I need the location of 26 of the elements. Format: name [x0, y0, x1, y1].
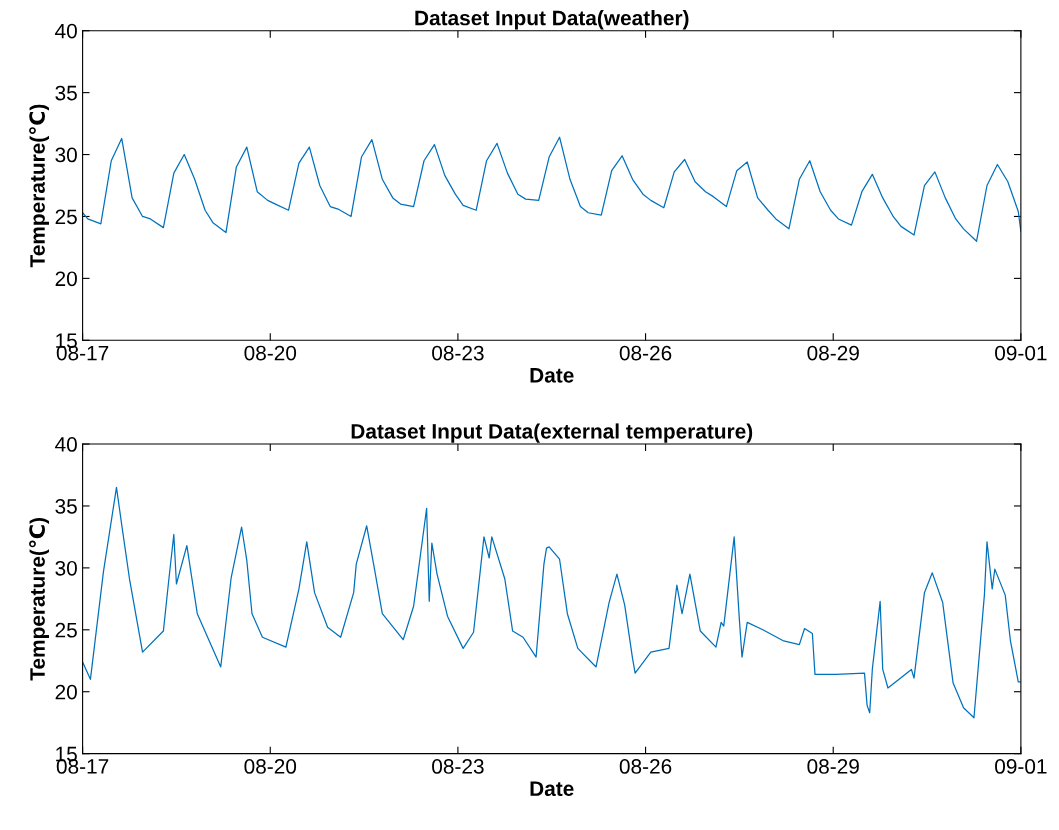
y-tick-label: 30 — [55, 560, 77, 576]
y-tick-label: 20 — [55, 271, 77, 287]
y-axis-title: Temperature(℃) — [29, 517, 50, 681]
y-tick-label: 40 — [55, 437, 77, 452]
chart-title: Dataset Input Data(weather) — [415, 10, 689, 30]
x-tick-label: 08-23 — [432, 345, 484, 361]
x-axis-title: Date — [530, 781, 574, 796]
chart-title: Dataset Input Data(external temperature) — [351, 423, 753, 443]
x-tick-label: 08-20 — [244, 759, 297, 774]
x-tick-label: 09-01 — [995, 759, 1047, 774]
y-axis-title: Temperature(℃) — [29, 104, 50, 268]
y-tick-label: 25 — [55, 622, 77, 638]
x-tick-label: 08-29 — [807, 759, 859, 774]
y-tick-label: 35 — [55, 498, 77, 514]
y-tick-label: 40 — [55, 23, 77, 39]
y-tick-label: 35 — [55, 85, 77, 101]
x-tick-label: 09-01 — [995, 345, 1047, 361]
x-tick-label: 08-29 — [807, 345, 859, 361]
y-tick-label: 20 — [55, 684, 77, 700]
x-tick-label: 08-20 — [244, 345, 297, 361]
x-tick-label: 08-26 — [619, 345, 672, 361]
y-tick-label: 25 — [55, 209, 77, 225]
y-tick-label: 30 — [55, 147, 77, 163]
x-tick-label: 08-26 — [619, 759, 672, 774]
x-axis-title: Date — [530, 368, 574, 383]
x-tick-label: 08-23 — [432, 759, 484, 774]
